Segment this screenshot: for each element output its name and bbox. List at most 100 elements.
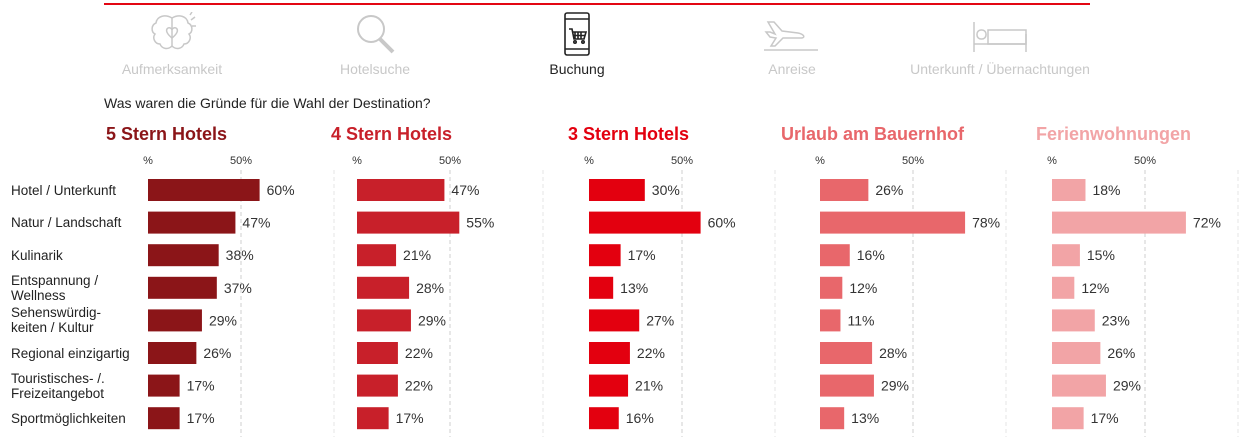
data-label: 26% <box>875 182 903 198</box>
data-label: 22% <box>405 378 433 394</box>
data-label: 60% <box>267 182 295 198</box>
tick-label: 50% <box>671 155 693 167</box>
category-label-line: Entspannung / <box>11 272 99 288</box>
bar <box>1052 407 1084 430</box>
data-label: 26% <box>1107 345 1135 361</box>
category-label-line: Regional einzigartig <box>11 345 130 361</box>
phone-cart-icon <box>487 12 667 56</box>
category-label: Sehenswürdig-keiten / Kultur <box>11 305 146 335</box>
category-label: Sportmöglichkeiten <box>11 411 146 426</box>
tick-label: % <box>1047 155 1057 167</box>
bar <box>148 276 217 299</box>
bar <box>820 211 966 234</box>
category-label-line: keiten / Kultur <box>11 320 94 336</box>
data-label: 18% <box>1092 182 1120 198</box>
data-label: 21% <box>635 378 663 394</box>
bar <box>1052 179 1086 201</box>
data-label: 23% <box>1102 312 1130 328</box>
data-label: 72% <box>1193 215 1221 231</box>
data-label: 37% <box>224 280 252 296</box>
tick-label: 50% <box>230 155 252 167</box>
data-label: 29% <box>209 312 237 328</box>
category-label: Touristisches- /. Freizeitangebot <box>11 371 146 401</box>
tick-label: 50% <box>902 155 924 167</box>
category-label-line: Freizeitangebot <box>11 385 105 401</box>
bar <box>1052 276 1075 299</box>
tick-label: % <box>143 155 153 167</box>
data-label: 17% <box>628 247 656 263</box>
bar <box>589 309 640 332</box>
data-label: 13% <box>620 280 648 296</box>
data-label: 16% <box>626 410 654 426</box>
category-label: Regional einzigartig <box>11 346 146 361</box>
panel-1: % 50% 60% 47% 38% 37% 29% 26% 17% 17% <box>143 155 335 437</box>
data-label: 28% <box>879 345 907 361</box>
data-label: 17% <box>187 410 215 426</box>
bar <box>1052 309 1095 332</box>
bar <box>589 407 619 430</box>
bar <box>589 276 614 299</box>
panel-2: % 50% 47% 55% 21% 28% 29% 22% 22% 17% <box>352 155 544 437</box>
step-unterkunft-übernachtungen: Unterkunft / Übernachtungen <box>910 12 1090 77</box>
data-label: 38% <box>226 247 254 263</box>
category-label: Hotel / Unterkunft <box>11 183 146 198</box>
category-label-line: Sehenswürdig- <box>11 305 102 321</box>
data-label: 22% <box>405 345 433 361</box>
bar <box>820 342 873 364</box>
bar <box>148 309 202 332</box>
data-label: 26% <box>203 345 231 361</box>
step-aufmerksamkeit: Aufmerksamkeit <box>82 12 262 77</box>
data-label: 55% <box>466 215 494 231</box>
panel-title: 4 Stern Hotels <box>331 124 453 144</box>
data-label: 13% <box>851 410 879 426</box>
category-label-line: Wellness <box>11 287 66 303</box>
data-label: 11% <box>847 312 874 328</box>
bar <box>820 407 845 430</box>
bar <box>589 211 701 234</box>
bar <box>148 407 180 430</box>
bar <box>1052 374 1106 397</box>
data-label: 15% <box>1087 247 1115 263</box>
panel-title: 3 Stern Hotels <box>568 124 690 144</box>
bar <box>820 244 850 267</box>
data-label: 17% <box>396 410 424 426</box>
panel-title: Urlaub am Bauernhof <box>781 124 965 144</box>
bar <box>357 374 398 397</box>
data-label: 12% <box>849 280 877 296</box>
panel-title: 5 Stern Hotels <box>106 124 228 144</box>
bar <box>589 374 629 397</box>
data-label: 60% <box>708 215 736 231</box>
panel-title: Ferienwohnungen <box>1036 124 1191 144</box>
data-label: 17% <box>1091 410 1119 426</box>
step-label: Hotelsuche <box>339 61 411 77</box>
bar <box>357 211 460 234</box>
tick-label: 50% <box>1134 155 1156 167</box>
step-label: Aufmerksamkeit <box>121 61 223 77</box>
data-label: 30% <box>652 182 680 198</box>
category-label-line: Sportmöglichkeiten <box>11 410 126 426</box>
tick-label: % <box>352 155 362 167</box>
data-label: 29% <box>1113 378 1141 394</box>
step-label: Unterkunft / Übernachtungen <box>910 61 1090 77</box>
bar <box>148 211 236 234</box>
bar <box>589 244 621 267</box>
bar <box>357 342 398 364</box>
data-label: 29% <box>881 378 909 394</box>
data-label: 29% <box>418 312 446 328</box>
category-label: Entspannung / Wellness <box>11 273 146 303</box>
panel-5: % 50% 18% 72% 15% 12% 23% 26% 29% 17% <box>1047 155 1239 437</box>
data-label: 28% <box>416 280 444 296</box>
brain-heart-icon <box>82 12 262 56</box>
bar <box>820 276 843 299</box>
data-label: 16% <box>857 247 885 263</box>
step-label: Buchung <box>549 61 605 77</box>
bar <box>820 374 874 397</box>
data-label: 27% <box>646 312 674 328</box>
tick-label: % <box>815 155 825 167</box>
bar <box>357 179 445 201</box>
bar <box>820 309 841 332</box>
bar <box>1052 342 1101 364</box>
panel-3: % 50% 30% 60% 17% 13% 27% 22% 21% 16% <box>584 155 776 437</box>
data-label: 22% <box>637 345 665 361</box>
